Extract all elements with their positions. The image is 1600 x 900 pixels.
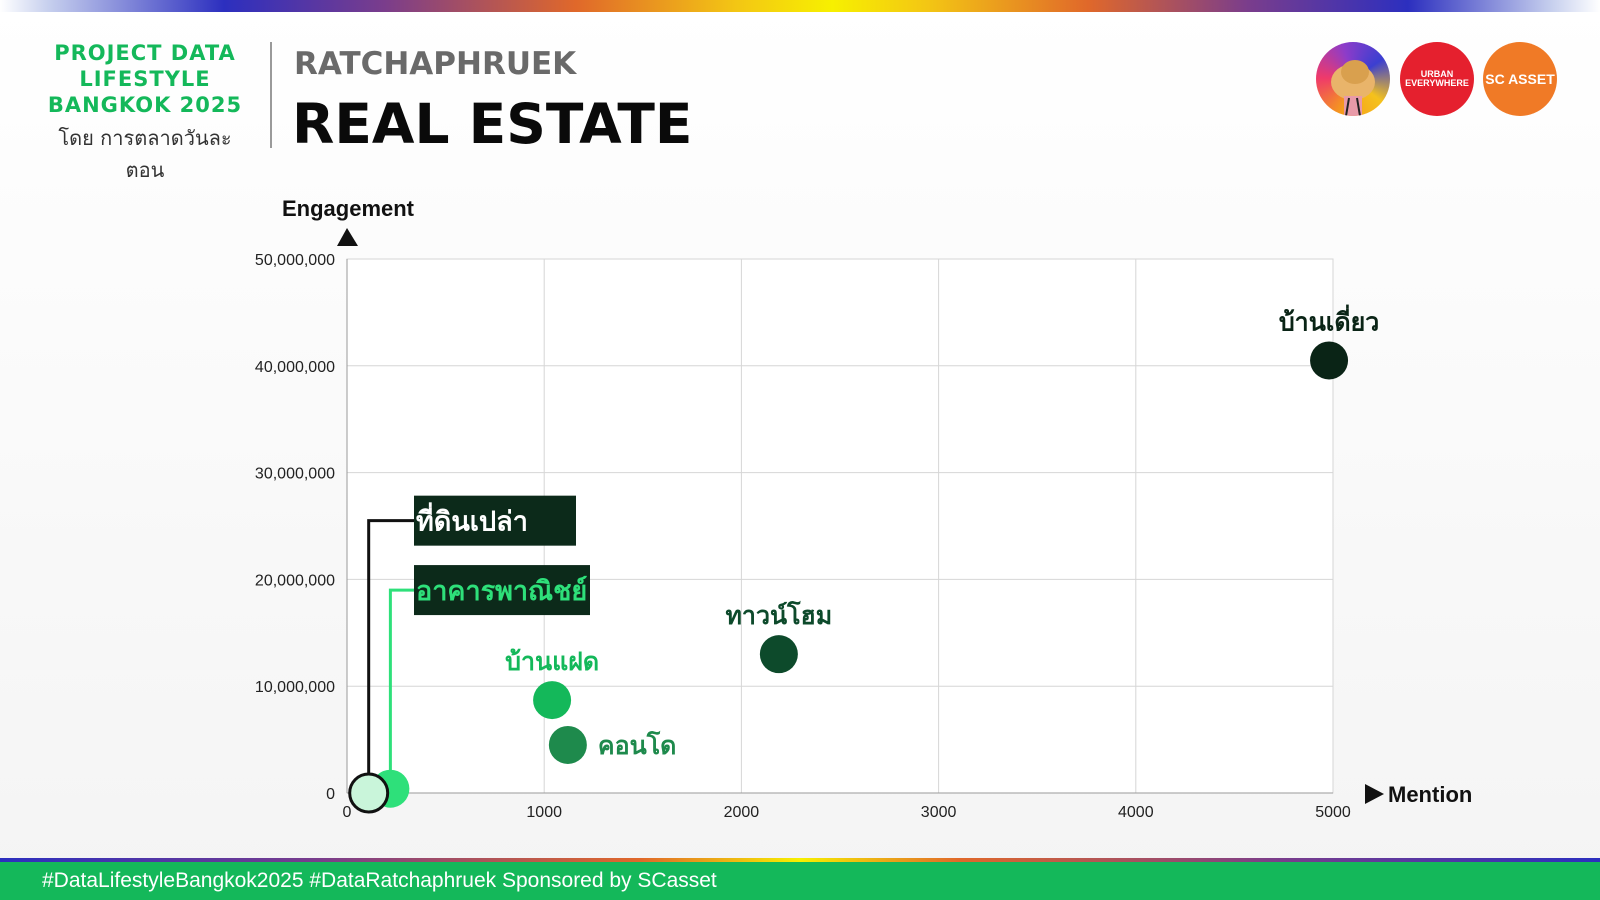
- brand-line-1: PROJECT DATA: [54, 41, 236, 65]
- label-leader-line: [367, 519, 414, 793]
- data-label-box: [414, 565, 590, 616]
- y-tick-label: 30,000,000: [255, 466, 335, 483]
- footer-gradient-strip: [0, 858, 1600, 862]
- page-title: REAL ESTATE: [292, 92, 693, 156]
- x-tick-label: 4000: [1118, 804, 1154, 821]
- brand-line-2: LIFESTYLE: [79, 67, 211, 91]
- y-tick-label: 20,000,000: [255, 572, 335, 589]
- x-tick-label: 1000: [526, 804, 562, 821]
- y-tick-label: 10,000,000: [255, 679, 335, 696]
- y-axis-label: Engagement: [282, 196, 415, 221]
- data-point: [548, 725, 587, 764]
- x-tick-label: 2000: [724, 804, 760, 821]
- x-tick-label: 5000: [1315, 804, 1351, 821]
- data-label: อาคารพาณิชย์: [416, 575, 587, 607]
- data-point: [348, 772, 390, 814]
- sc-asset-logo: SC ASSET: [1483, 42, 1557, 116]
- sc-asset-logo-text: SC ASSET: [1485, 71, 1555, 87]
- data-point: [1310, 341, 1349, 380]
- x-tick-label: 0: [343, 804, 352, 821]
- data-point: [533, 681, 572, 720]
- footer-hashtags: #DataLifestyleBangkok2025 #DataRatchaphr…: [42, 869, 717, 892]
- brand-subtitle: โดย การตลาดวันละตอน: [58, 126, 232, 182]
- data-label: บ้านแฝด: [505, 647, 599, 676]
- data-label: ที่ดินเปล่า: [416, 502, 528, 538]
- label-leader-line: [388, 588, 414, 789]
- header-divider: [270, 42, 272, 148]
- y-axis-arrow-icon: [337, 228, 358, 246]
- data-label-box: [414, 495, 576, 546]
- brand-line-3: BANGKOK 2025: [47, 93, 243, 117]
- page-subtitle: RATCHAPHRUEK: [294, 46, 577, 82]
- data-label: ทาวน์โฮม: [725, 600, 832, 630]
- y-tick-label: 0: [326, 786, 335, 803]
- urban-everywhere-logo: URBAN EVERYWHERE: [1400, 42, 1474, 116]
- data-label: คอนโด: [598, 730, 677, 760]
- y-tick-label: 40,000,000: [255, 359, 335, 376]
- top-gradient-strip: [0, 0, 1600, 12]
- scatter-chart: 0 1000 2000 3000 4000 5000 0 10,000,000 20,000,0…: [255, 196, 1472, 821]
- brand-title: PROJECT DATA LIFESTYLE BANGKOK 2025: [40, 40, 250, 118]
- hat-figure-icon: [1331, 60, 1375, 116]
- x-tick-label: 3000: [921, 804, 957, 821]
- footer-bar: #DataLifestyleBangkok2025 #DataRatchaphr…: [0, 862, 1600, 900]
- data-label: บ้านเดี่ยว: [1279, 304, 1379, 336]
- data-point: [759, 635, 798, 674]
- urban-logo-line-1: URBAN: [1420, 69, 1454, 79]
- x-axis-arrow-icon: [1365, 784, 1384, 804]
- urban-logo-line-2: EVERYWHERE: [1405, 78, 1469, 88]
- creator-avatar-logo: [1316, 42, 1390, 116]
- x-axis-label: Mention: [1388, 782, 1472, 807]
- y-tick-label: 50,000,000: [255, 252, 335, 269]
